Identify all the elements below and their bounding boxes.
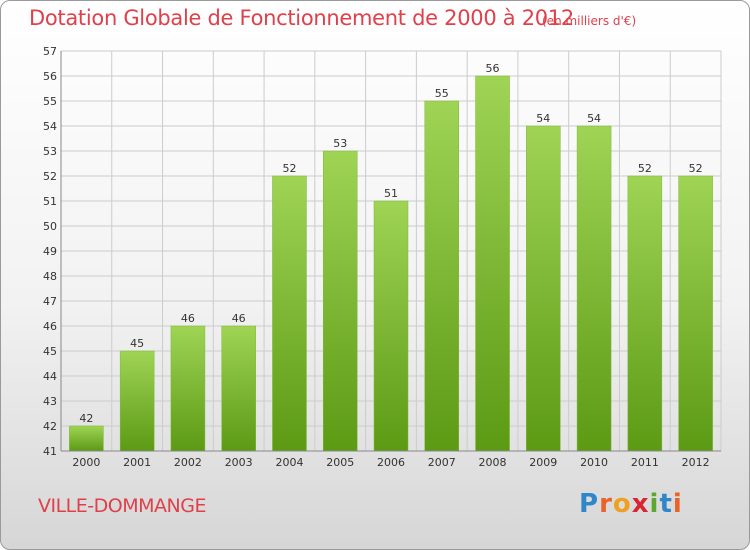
logo-letter: r bbox=[599, 489, 613, 519]
data-label: 51 bbox=[384, 187, 398, 200]
commune-name: VILLE-DOMMANGE bbox=[38, 495, 206, 517]
logo-letter: i bbox=[649, 489, 660, 519]
y-tick-label: 46 bbox=[43, 320, 57, 333]
proxiti-logo[interactable]: Proxiti bbox=[579, 489, 683, 519]
bar-2005[interactable] bbox=[322, 150, 358, 452]
x-tick-label: 2010 bbox=[580, 456, 608, 469]
y-tick-label: 52 bbox=[43, 170, 57, 183]
data-label: 45 bbox=[130, 337, 144, 350]
bar-2007[interactable] bbox=[424, 100, 460, 452]
x-tick-label: 2002 bbox=[174, 456, 202, 469]
chart-unit: (en milliers d'€) bbox=[542, 14, 637, 28]
bar-2011[interactable] bbox=[627, 175, 663, 452]
bar-2003[interactable] bbox=[221, 325, 256, 452]
y-tick-label: 41 bbox=[43, 445, 57, 458]
x-tick-label: 2009 bbox=[529, 456, 557, 469]
y-tick-label: 53 bbox=[43, 145, 57, 158]
bar-2006[interactable] bbox=[373, 200, 409, 452]
bars: 42 45 46 46 52 53 51 55 56 54 54 52 52 bbox=[69, 62, 713, 452]
bar-2000[interactable] bbox=[69, 425, 104, 452]
data-label: 52 bbox=[689, 162, 703, 175]
bar-2009[interactable] bbox=[526, 125, 561, 452]
y-tick-label: 56 bbox=[43, 70, 57, 83]
x-tick-label: 2003 bbox=[225, 456, 253, 469]
y-tick-label: 50 bbox=[43, 220, 57, 233]
logo-letter: x bbox=[631, 489, 650, 519]
y-tick-label: 48 bbox=[43, 270, 57, 283]
data-label: 53 bbox=[333, 137, 347, 150]
data-label: 46 bbox=[232, 312, 246, 325]
y-tick-label: 51 bbox=[43, 195, 57, 208]
x-tick-label: 2000 bbox=[72, 456, 100, 469]
data-label: 52 bbox=[638, 162, 652, 175]
x-tick-label: 2004 bbox=[275, 456, 303, 469]
data-label: 46 bbox=[181, 312, 195, 325]
bar-2008[interactable] bbox=[475, 75, 510, 452]
x-tick-label: 2006 bbox=[377, 456, 405, 469]
logo-letter: o bbox=[612, 489, 632, 519]
y-tick-label: 55 bbox=[43, 95, 57, 108]
data-label: 54 bbox=[536, 112, 550, 125]
x-tick-label: 2012 bbox=[682, 456, 710, 469]
x-tick-label: 2008 bbox=[479, 456, 507, 469]
data-label: 52 bbox=[282, 162, 296, 175]
data-label: 56 bbox=[486, 62, 500, 75]
bar-2001[interactable] bbox=[119, 350, 155, 452]
y-tick-label: 44 bbox=[43, 370, 57, 383]
chart-title: Dotation Globale de Fonctionnement de 20… bbox=[29, 6, 574, 30]
logo-letter: P bbox=[579, 489, 600, 519]
y-tick-label: 42 bbox=[43, 420, 57, 433]
y-tick-label: 47 bbox=[43, 295, 57, 308]
logo-letter: t bbox=[659, 489, 673, 519]
y-tick-label: 49 bbox=[43, 245, 57, 258]
x-tick-label: 2007 bbox=[428, 456, 456, 469]
data-label: 54 bbox=[587, 112, 601, 125]
axes: 41 42 43 44 45 46 47 48 49 50 51 52 53 54 55 56 57 2000 20… bbox=[43, 45, 721, 469]
x-tick-label: 2001 bbox=[123, 456, 151, 469]
logo-letter: i bbox=[672, 489, 683, 519]
data-label: 42 bbox=[79, 412, 93, 425]
y-tick-label: 45 bbox=[43, 345, 57, 358]
data-label: 55 bbox=[435, 87, 449, 100]
y-tick-label: 57 bbox=[43, 45, 57, 58]
x-tick-label: 2011 bbox=[631, 456, 659, 469]
bar-2004[interactable] bbox=[272, 175, 307, 452]
y-tick-label: 43 bbox=[43, 395, 57, 408]
bar-2002[interactable] bbox=[170, 325, 206, 452]
y-tick-label: 54 bbox=[43, 120, 57, 133]
x-tick-label: 2005 bbox=[326, 456, 354, 469]
bar-2010[interactable] bbox=[576, 125, 612, 452]
bar-2012[interactable] bbox=[678, 175, 713, 452]
